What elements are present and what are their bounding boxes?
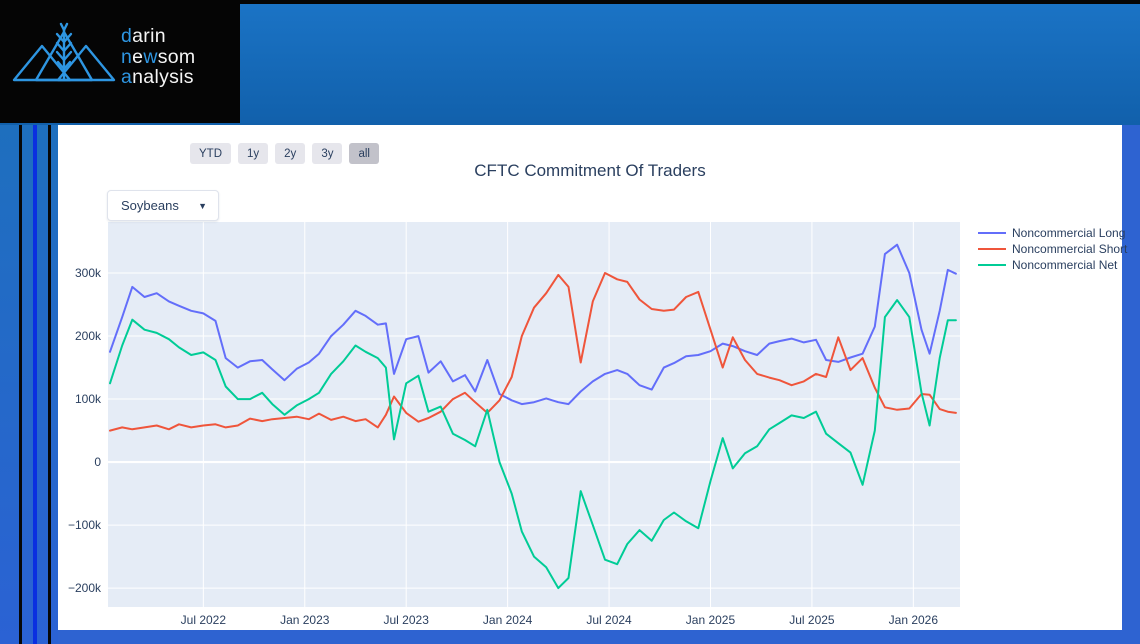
logo-accent-letter: n xyxy=(121,45,133,68)
y-tick-label: −200k xyxy=(68,581,102,595)
range-button-all[interactable]: all xyxy=(349,143,379,164)
logo-line-3: analysis xyxy=(121,67,195,88)
series-line-noncommercial-short[interactable] xyxy=(109,272,957,432)
logo-letter: arin xyxy=(132,25,166,47)
legend-label: Noncommercial Net xyxy=(1012,258,1118,272)
logo-accent-letter: d xyxy=(121,25,133,47)
y-tick-label: 0 xyxy=(94,455,101,469)
logo-accent-letter: w xyxy=(143,45,158,68)
left-stripe-bright-blue xyxy=(33,125,37,644)
range-button-1y[interactable]: 1y xyxy=(238,143,269,164)
legend-item-noncommercial-long[interactable]: Noncommercial Long xyxy=(978,225,1127,241)
legend-label: Noncommercial Long xyxy=(1012,226,1126,240)
commodity-dropdown[interactable]: Soybeans ▼ xyxy=(107,190,219,221)
x-tick-label: Jul 2022 xyxy=(181,613,227,627)
series-line-noncommercial-net[interactable] xyxy=(109,299,957,590)
chart-legend: Noncommercial Long Noncommercial Short Non… xyxy=(978,225,1127,273)
plot-background[interactable] xyxy=(108,222,960,607)
y-tick-label: 100k xyxy=(75,392,102,406)
left-stripe-black-2 xyxy=(48,125,51,644)
logo-letter: nalysis xyxy=(132,66,194,88)
legend-line-swatch xyxy=(978,248,1006,250)
logo-wordmark: darin newsom analysis xyxy=(121,26,195,88)
commodity-dropdown-value: Soybeans xyxy=(121,198,179,213)
chevron-down-icon: ▼ xyxy=(198,200,207,211)
legend-line-swatch xyxy=(978,232,1006,234)
y-tick-label: −100k xyxy=(68,518,102,532)
x-tick-label: Jan 2024 xyxy=(483,613,533,627)
logo-accent-letter: a xyxy=(121,66,133,88)
series-line-noncommercial-long[interactable] xyxy=(109,243,957,406)
y-tick-label: 300k xyxy=(75,266,102,280)
chart-card: YTD 1y 2y 3y all CFTC Commitment Of Traders … xyxy=(58,125,1127,630)
x-tick-label: Jan 2023 xyxy=(280,613,330,627)
x-tick-label: Jul 2024 xyxy=(586,613,632,627)
left-stripe-black-1 xyxy=(19,125,22,644)
legend-item-noncommercial-net[interactable]: Noncommercial Net xyxy=(978,257,1127,273)
x-tick-label: Jan 2026 xyxy=(889,613,939,627)
range-button-3y[interactable]: 3y xyxy=(312,143,343,164)
x-tick-label: Jul 2025 xyxy=(789,613,835,627)
x-tick-label: Jan 2025 xyxy=(686,613,736,627)
logo-line-1: darin xyxy=(121,26,195,47)
legend-item-noncommercial-short[interactable]: Noncommercial Short xyxy=(978,241,1127,257)
range-selector: YTD 1y 2y 3y all xyxy=(190,143,379,164)
x-tick-label: Jul 2023 xyxy=(384,613,430,627)
range-button-2y[interactable]: 2y xyxy=(275,143,306,164)
legend-line-swatch xyxy=(978,264,1006,266)
mountains-wheat-icon xyxy=(12,22,116,82)
range-button-ytd[interactable]: YTD xyxy=(190,143,231,164)
logo-letter: e xyxy=(132,45,144,68)
y-tick-label: 200k xyxy=(75,329,102,343)
chart-plot-area[interactable]: 300k 200k 100k 0 −100k −200k Jul 2022 Jan 2023 J… xyxy=(58,210,978,640)
logo-line-2: newsom xyxy=(121,45,196,68)
logo-letter: som xyxy=(157,45,196,68)
top-black-strip xyxy=(0,0,1140,4)
dna-logo[interactable]: darin newsom analysis xyxy=(0,0,240,123)
legend-label: Noncommercial Short xyxy=(1012,242,1128,256)
chart-title: CFTC Commitment Of Traders xyxy=(474,161,706,180)
